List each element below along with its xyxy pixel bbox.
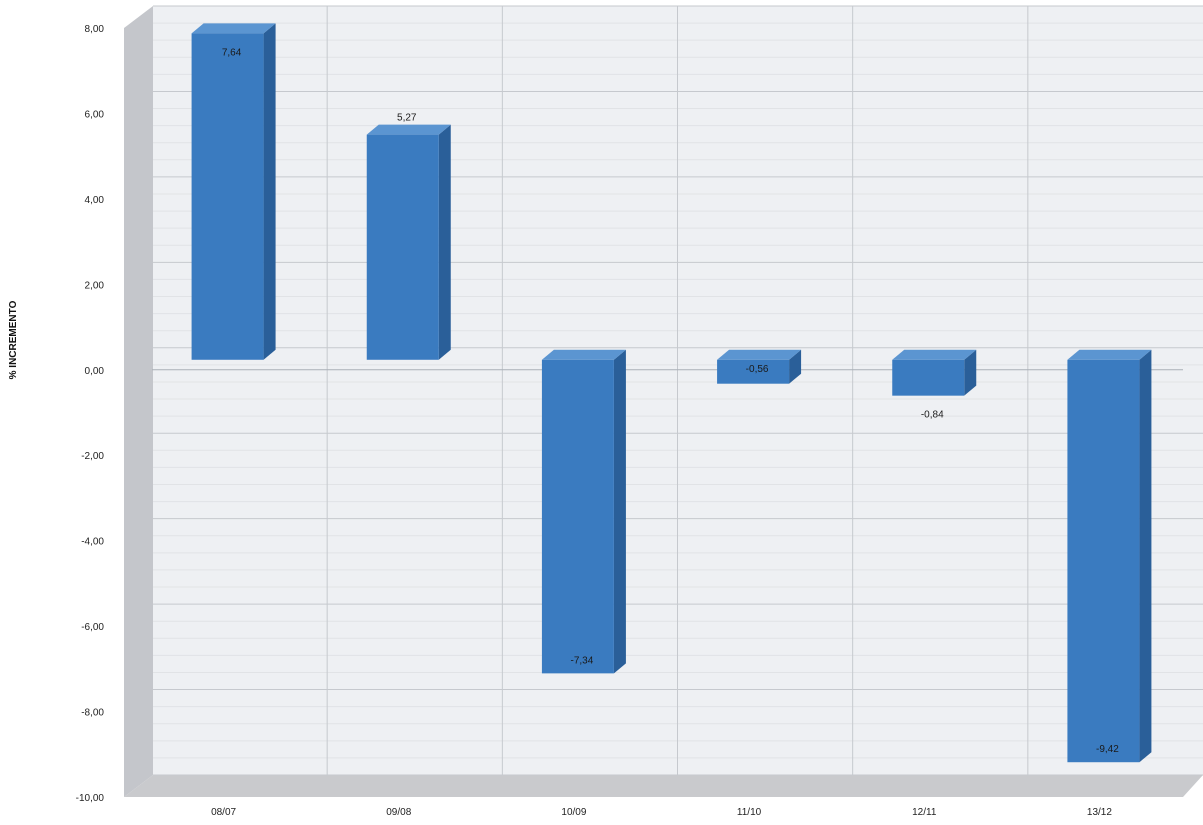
data-label: -0,56 xyxy=(746,364,769,375)
y-axis-title: % INCREMENTO xyxy=(8,300,19,379)
bar-front xyxy=(366,134,439,360)
bar-side xyxy=(613,349,626,674)
bar-13/12 xyxy=(1067,349,1152,763)
bar-front xyxy=(717,359,790,384)
bar-top xyxy=(541,349,626,360)
bar-side xyxy=(789,349,802,384)
bar-10/09 xyxy=(541,349,626,674)
bar-top xyxy=(1067,349,1152,360)
data-label: 7,64 xyxy=(222,47,242,58)
x-axis-ticks: 08/07 09/08 10/09 11/10 12/11 13/12 xyxy=(211,807,1112,818)
bar-front xyxy=(541,359,614,674)
bar-top xyxy=(892,349,977,360)
y-tick-label: 6,00 xyxy=(85,109,105,120)
bars xyxy=(191,23,1152,763)
floor xyxy=(124,775,1203,797)
side-wall xyxy=(124,6,153,797)
bar-11/10 xyxy=(717,349,802,384)
x-tick-label: 10/09 xyxy=(561,807,586,818)
bar-top xyxy=(366,124,451,135)
y-tick-label: -8,00 xyxy=(81,708,104,719)
bar-08/07 xyxy=(191,23,276,360)
chart-walls xyxy=(124,6,1203,797)
bar-top xyxy=(191,23,276,34)
y-tick-label: -4,00 xyxy=(81,537,104,548)
bar-09/08 xyxy=(366,124,451,360)
y-axis-ticks: 8,00 6,00 4,00 2,00 0,00 -2,00 -4,00 -6,00 -8,00… xyxy=(76,24,105,804)
bar-top xyxy=(717,349,802,360)
bar-side xyxy=(263,23,276,360)
y-tick-label: 0,00 xyxy=(85,366,105,377)
y-tick-label: -2,00 xyxy=(81,451,104,462)
y-tick-label: -6,00 xyxy=(81,622,104,633)
data-label: -0,84 xyxy=(921,410,944,421)
bar-side xyxy=(1139,349,1152,763)
bar-front xyxy=(191,33,264,360)
y-tick-label: 2,00 xyxy=(85,280,105,291)
bar-front xyxy=(892,359,965,396)
x-tick-label: 13/12 xyxy=(1087,807,1112,818)
y-tick-label: -10,00 xyxy=(76,793,105,804)
data-label: -9,42 xyxy=(1096,744,1119,755)
data-label: -7,34 xyxy=(571,655,594,666)
bar-side xyxy=(964,349,977,396)
bar-front xyxy=(1067,359,1140,763)
bar-12/11 xyxy=(892,349,977,396)
x-tick-label: 11/10 xyxy=(737,807,762,818)
x-tick-label: 08/07 xyxy=(211,807,236,818)
y-tick-label: 4,00 xyxy=(85,195,105,206)
data-label: 5,27 xyxy=(397,113,417,124)
bar-side xyxy=(438,124,451,360)
y-tick-label: 8,00 xyxy=(85,24,105,35)
gridlines xyxy=(152,5,1203,776)
data-labels: 7,64 5,27 -7,34 -0,56 -0,84 -9,42 xyxy=(222,47,1119,755)
x-tick-label: 12/11 xyxy=(912,807,937,818)
x-tick-label: 09/08 xyxy=(386,807,411,818)
